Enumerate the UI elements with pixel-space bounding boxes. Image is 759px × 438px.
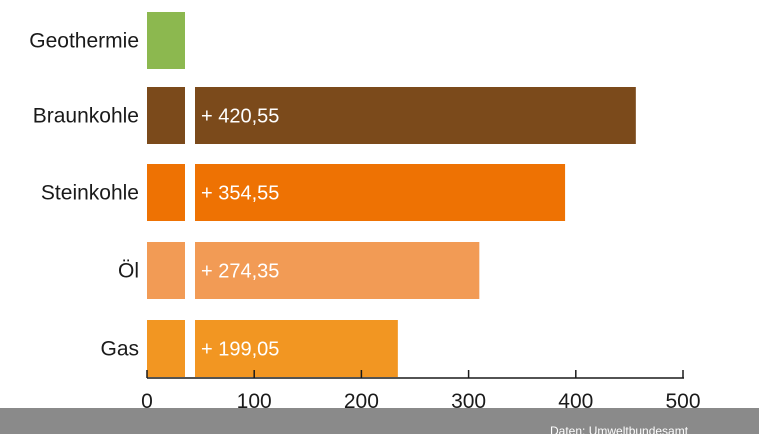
bar-base-3	[147, 242, 185, 299]
x-tick-label-1: 100	[237, 390, 272, 413]
x-tick-label-3: 300	[451, 390, 486, 413]
bar-base-0	[147, 12, 185, 69]
x-tick-label-0: 0	[141, 390, 153, 413]
bar-extension-4	[195, 320, 398, 377]
bar-extension-2	[195, 164, 566, 221]
bar-base-4	[147, 320, 185, 377]
x-tick-label-5: 500	[665, 390, 700, 413]
category-label-2: Steinkohle	[41, 182, 139, 205]
bar-extension-1	[195, 87, 636, 144]
x-tick-label-4: 400	[558, 390, 593, 413]
bar-value-label-2: + 354,55	[201, 183, 279, 205]
category-label-1: Braunkohle	[33, 105, 139, 128]
source-note: Daten: Umweltbundesamt	[550, 424, 689, 438]
bar-value-label-3: + 274,35	[201, 261, 279, 283]
x-tick-label-2: 200	[344, 390, 379, 413]
category-labels-group: Geothermie Braunkohle Steinkohle Öl Gas	[29, 30, 139, 361]
category-label-3: Öl	[118, 260, 139, 283]
bar-base-1	[147, 87, 185, 144]
bar-extension-3	[195, 242, 480, 299]
x-axis: 0 100 200 300 400 500	[141, 370, 701, 413]
bar-value-label-1: + 420,55	[201, 106, 279, 128]
footer-bar	[0, 408, 759, 434]
bar-value-label-4: + 199,05	[201, 339, 279, 361]
category-label-0: Geothermie	[29, 30, 139, 53]
category-label-4: Gas	[100, 338, 139, 361]
bars-group: + 420,55 + 354,55 + 274,35 + 199,05	[147, 12, 636, 377]
bar-base-2	[147, 164, 185, 221]
